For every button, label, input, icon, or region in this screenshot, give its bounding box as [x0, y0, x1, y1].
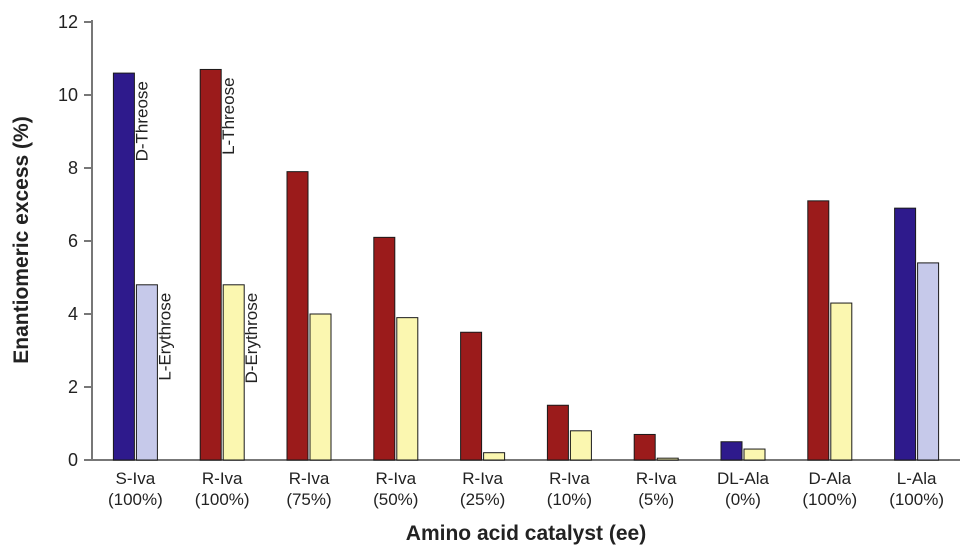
x-tick-sublabel: (25%) — [460, 490, 505, 509]
y-tick-label: 0 — [68, 450, 78, 470]
y-tick-label: 4 — [68, 304, 78, 324]
x-tick-sublabel: (10%) — [547, 490, 592, 509]
bar-erythrose — [396, 317, 419, 461]
bar-threose — [546, 404, 569, 461]
bar-annotation-label: D-Threose — [132, 81, 151, 161]
x-tick-sublabel: (100%) — [889, 490, 944, 509]
x-tick-label: R-Iva — [549, 469, 590, 488]
x-tick-sublabel: (100%) — [802, 490, 857, 509]
x-tick-label: R-Iva — [462, 469, 503, 488]
y-axis-ticks: 0 2 4 6 8 10 12 — [58, 12, 92, 470]
x-tick-sublabel: (100%) — [108, 490, 163, 509]
x-tick-label: DL-Ala — [717, 469, 770, 488]
bar-threose — [112, 72, 135, 461]
bar-erythrose — [135, 284, 158, 461]
bar-erythrose — [222, 284, 245, 461]
bar-erythrose — [656, 457, 679, 461]
bar-threose — [286, 171, 309, 461]
bar-annotation-label: L-Threose — [219, 77, 238, 154]
bar-threose — [633, 433, 656, 461]
bar-erythrose — [830, 302, 853, 461]
bar-erythrose — [309, 313, 332, 461]
y-tick-label: 10 — [58, 85, 78, 105]
bar-erythrose — [743, 448, 766, 461]
bar-threose — [807, 200, 830, 461]
x-tick-sublabel: (50%) — [373, 490, 418, 509]
y-tick-label: 2 — [68, 377, 78, 397]
bar-annotations: D-Threose L-Erythrose L-Threose D-Erythrose — [132, 77, 261, 383]
x-tick-label: L-Ala — [897, 469, 937, 488]
bar-threose — [720, 441, 743, 461]
bar-series — [112, 68, 940, 461]
x-tick-label: R-Iva — [202, 469, 243, 488]
x-tick-sublabel: (100%) — [195, 490, 250, 509]
x-tick-sublabel: (5%) — [638, 490, 674, 509]
bar-erythrose — [569, 430, 592, 461]
bar-threose — [199, 68, 222, 461]
bar-threose — [373, 236, 396, 461]
x-tick-sublabel: (0%) — [725, 490, 761, 509]
x-tick-label: R-Iva — [289, 469, 330, 488]
x-axis-category-labels: S-Iva (100%) R-Iva (100%) R-Iva (75%) R-Iva (50… — [108, 469, 944, 509]
bar-erythrose — [483, 452, 506, 461]
bar-annotation-label: D-Erythrose — [242, 293, 261, 384]
x-tick-label: D-Ala — [809, 469, 852, 488]
bar-erythrose — [917, 262, 940, 461]
x-tick-label: R-Iva — [375, 469, 416, 488]
y-tick-label: 6 — [68, 231, 78, 251]
x-tick-label: R-Iva — [636, 469, 677, 488]
y-axis-title: Enantiomeric excess (%) — [10, 116, 33, 363]
y-tick-label: 8 — [68, 158, 78, 178]
x-tick-sublabel: (75%) — [286, 490, 331, 509]
bar-annotation-label: L-Erythrose — [155, 293, 174, 381]
x-tick-label: S-Iva — [116, 469, 156, 488]
y-tick-label: 12 — [58, 12, 78, 32]
bar-threose — [894, 207, 917, 461]
x-axis-title: Amino acid catalyst (ee) — [406, 522, 646, 545]
bar-threose — [460, 331, 483, 461]
